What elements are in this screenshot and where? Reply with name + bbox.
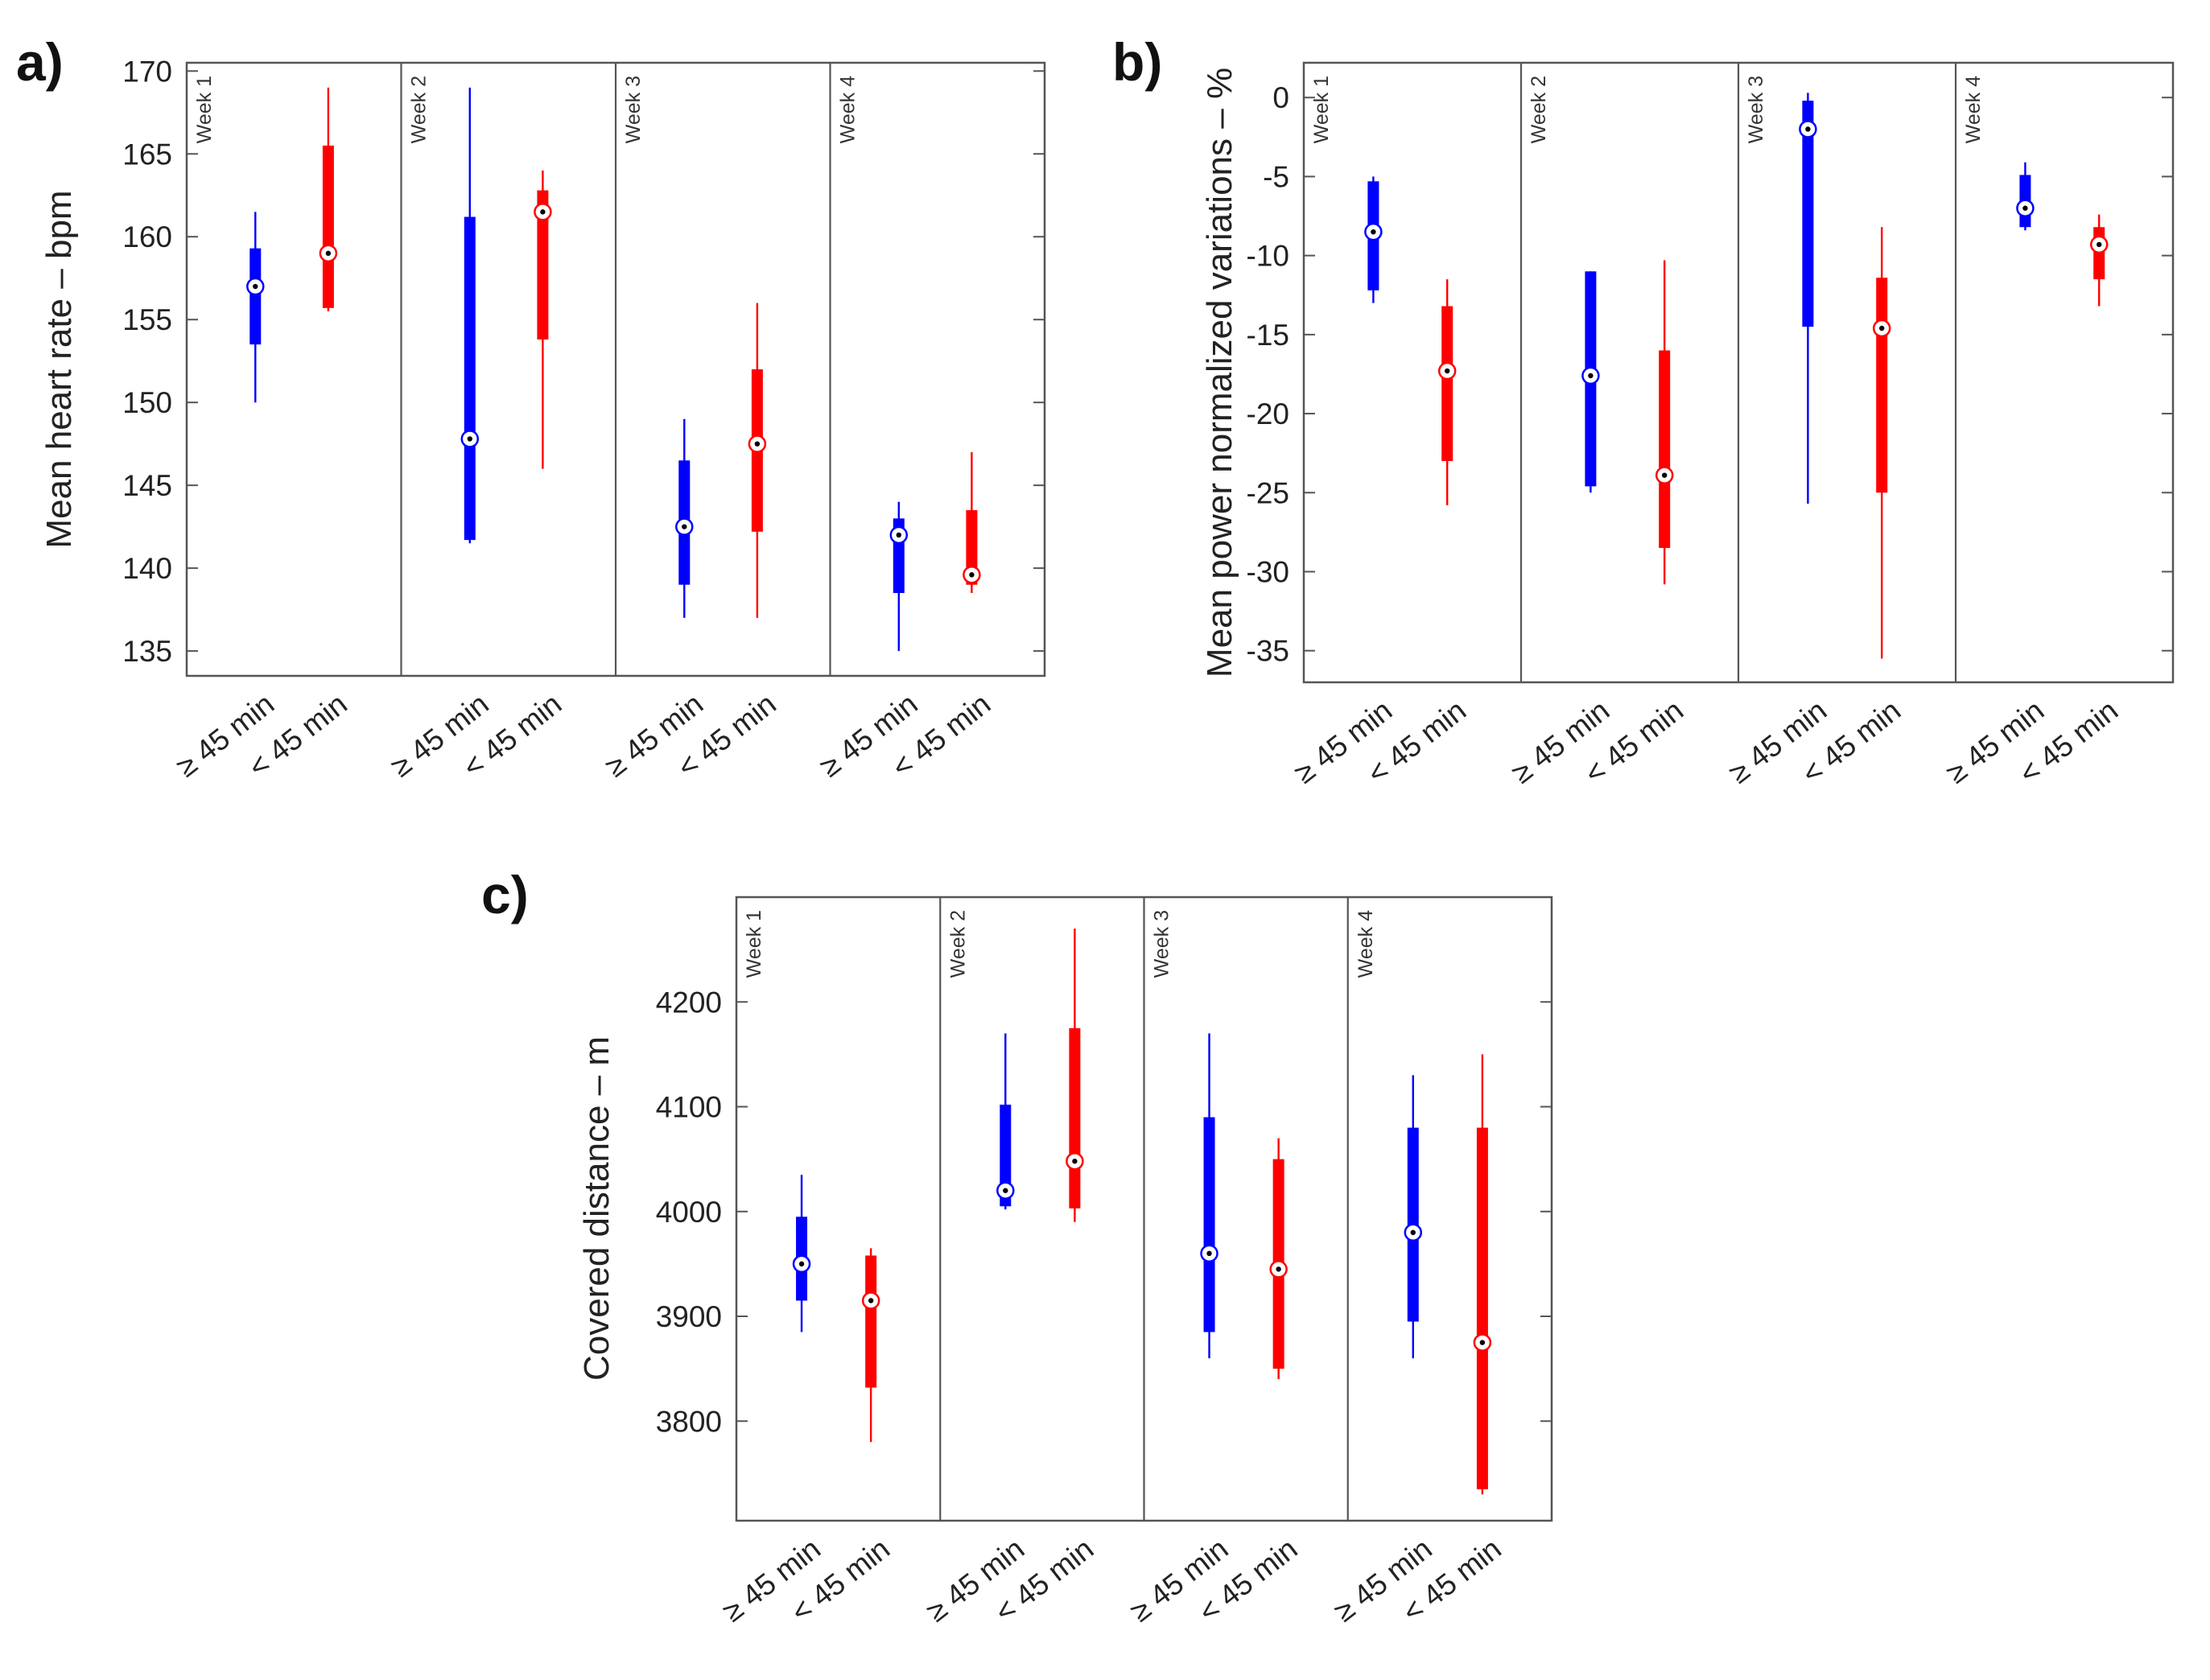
iqr-box xyxy=(1069,1027,1081,1209)
y-axis-label: Covered distance – m xyxy=(577,1036,616,1381)
median-dot xyxy=(1072,1159,1078,1164)
panel-3: Week 1 Week 2 Week 3 Week 4 3800 3900 4000 4100… xyxy=(481,865,1553,1629)
iqr-box xyxy=(249,248,262,345)
y-tick-label: 170 xyxy=(122,55,172,88)
week-label: Week 4 xyxy=(1962,76,1985,143)
box-3-ge45: ≥ 45 min xyxy=(1124,1033,1234,1629)
panel-label: b) xyxy=(1112,32,1162,92)
y-tick-label: 4200 xyxy=(656,986,722,1019)
y-tick-label: 155 xyxy=(122,303,172,336)
week-label: Week 2 xyxy=(946,910,969,978)
median-dot xyxy=(1805,126,1811,132)
y-tick-label: 140 xyxy=(122,552,172,585)
y-tick-label: 3900 xyxy=(656,1300,722,1333)
box-4-ge45: ≥ 45 min xyxy=(1328,1075,1438,1629)
iqr-box xyxy=(1802,101,1814,327)
median-dot xyxy=(1206,1250,1212,1257)
median-dot xyxy=(1588,373,1594,379)
y-tick-label: -15 xyxy=(1247,319,1289,352)
y-tick-label: 3800 xyxy=(656,1405,722,1438)
median-dot xyxy=(2022,205,2028,211)
box-1-lt45: < 45 min xyxy=(242,87,353,784)
y-tick-label: -25 xyxy=(1247,476,1289,509)
week-label: Week 3 xyxy=(622,76,645,143)
iqr-box xyxy=(1441,306,1453,461)
median-dot xyxy=(1410,1229,1416,1236)
iqr-box xyxy=(1876,278,1888,493)
median-dot xyxy=(1276,1266,1281,1272)
median-dot xyxy=(1445,368,1450,374)
week-label: Week 4 xyxy=(1354,910,1377,978)
median-dot xyxy=(540,209,546,215)
median-dot xyxy=(798,1261,805,1267)
y-tick-label: 145 xyxy=(122,469,172,502)
y-tick-label: 4100 xyxy=(656,1091,722,1124)
week-label: Week 3 xyxy=(1151,910,1173,978)
median-dot xyxy=(325,250,332,257)
panel-1: Week 1 Week 2 Week 3 Week 4 135 140 145 150 155 1… xyxy=(16,32,1046,784)
y-tick-label: -30 xyxy=(1247,556,1289,589)
week-label: Week 2 xyxy=(1528,76,1550,143)
median-dot xyxy=(253,283,258,290)
box-1-ge45: ≥ 45 min xyxy=(716,1175,827,1629)
box-4-lt45: < 45 min xyxy=(885,451,996,784)
week-label: Week 1 xyxy=(193,76,216,143)
week-label: Week 2 xyxy=(408,76,431,143)
median-dot xyxy=(1479,1340,1486,1345)
median-dot xyxy=(2097,241,2102,248)
panel-2: Week 1 Week 2 Week 3 Week 4 -35 -30 -25 -20 -15 -… xyxy=(1112,32,2175,790)
median-dot xyxy=(896,532,901,538)
median-dot xyxy=(754,441,761,447)
iqr-box xyxy=(464,216,476,541)
median-dot xyxy=(682,524,687,529)
y-tick-label: 160 xyxy=(122,220,172,253)
iqr-box xyxy=(865,1255,877,1388)
y-tick-label: 0 xyxy=(1272,81,1289,114)
box-2-ge45: ≥ 45 min xyxy=(920,1033,1030,1629)
iqr-box xyxy=(1476,1127,1488,1489)
y-tick-label: -5 xyxy=(1263,160,1289,193)
y-tick-label: 165 xyxy=(122,138,172,171)
y-tick-label: 4000 xyxy=(656,1196,722,1229)
median-dot xyxy=(1879,325,1885,331)
iqr-box xyxy=(966,510,978,585)
median-dot xyxy=(1371,229,1376,235)
y-axis-label: Mean heart rate – bpm xyxy=(39,190,79,548)
y-tick-label: -35 xyxy=(1247,635,1289,668)
iqr-box xyxy=(1000,1104,1012,1207)
week-label: Week 1 xyxy=(743,910,765,978)
median-dot xyxy=(1003,1188,1008,1193)
y-axis-label: Mean power normalized variations – % xyxy=(1200,68,1239,677)
iqr-box xyxy=(1203,1117,1215,1332)
panel-label: c) xyxy=(481,865,529,924)
median-dot xyxy=(868,1298,874,1303)
iqr-box xyxy=(537,190,549,340)
y-tick-label: -10 xyxy=(1247,240,1289,273)
week-label: Week 4 xyxy=(837,76,860,143)
panel-label: a) xyxy=(16,32,64,92)
y-tick-label: -20 xyxy=(1247,397,1289,430)
week-label: Week 3 xyxy=(1745,76,1767,143)
iqr-box xyxy=(322,145,334,308)
week-label: Week 1 xyxy=(1310,76,1333,143)
y-tick-label: 150 xyxy=(122,386,172,419)
y-tick-label: 135 xyxy=(122,635,172,668)
iqr-box xyxy=(1659,350,1671,549)
median-dot xyxy=(467,436,472,442)
median-dot xyxy=(1662,472,1668,478)
median-dot xyxy=(969,572,975,578)
